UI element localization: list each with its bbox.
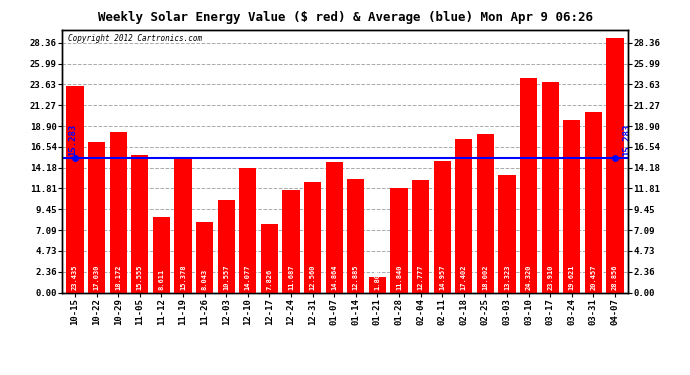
Text: Copyright 2012 Cartronics.com: Copyright 2012 Cartronics.com — [68, 34, 202, 43]
Text: 28.856: 28.856 — [612, 264, 618, 290]
Text: 12.777: 12.777 — [417, 264, 424, 290]
Bar — [282, 189, 299, 292]
Bar — [412, 180, 429, 292]
Bar — [584, 112, 602, 292]
Text: 11.687: 11.687 — [288, 264, 294, 290]
Text: 24.320: 24.320 — [526, 264, 531, 290]
Text: 18.002: 18.002 — [482, 264, 489, 290]
Bar — [239, 168, 257, 292]
Text: 8.611: 8.611 — [159, 268, 164, 290]
Bar — [110, 132, 127, 292]
Bar — [217, 200, 235, 292]
Bar — [391, 188, 408, 292]
Bar — [368, 277, 386, 292]
Bar — [563, 120, 580, 292]
Text: 8.043: 8.043 — [201, 268, 208, 290]
Text: 12.560: 12.560 — [310, 264, 315, 290]
Bar — [542, 82, 559, 292]
Text: 20.457: 20.457 — [591, 264, 596, 290]
Bar — [304, 182, 322, 292]
Text: 14.864: 14.864 — [331, 264, 337, 290]
Text: 18.172: 18.172 — [115, 264, 121, 290]
Bar — [88, 142, 106, 292]
Bar — [152, 217, 170, 292]
Text: 13.323: 13.323 — [504, 264, 510, 290]
Text: 23.910: 23.910 — [547, 264, 553, 290]
Text: 14.957: 14.957 — [439, 264, 445, 290]
Bar — [433, 161, 451, 292]
Text: 12.885: 12.885 — [353, 264, 359, 290]
Text: 1.802: 1.802 — [375, 268, 380, 290]
Text: 23.435: 23.435 — [72, 264, 78, 290]
Bar — [455, 139, 473, 292]
Bar — [175, 157, 192, 292]
Text: 11.840: 11.840 — [396, 264, 402, 290]
Text: 15.283: 15.283 — [68, 124, 77, 156]
Bar — [607, 38, 624, 292]
Text: 14.077: 14.077 — [245, 264, 251, 290]
Bar — [196, 222, 213, 292]
Text: 19.621: 19.621 — [569, 264, 575, 290]
Bar — [261, 224, 278, 292]
Bar — [498, 175, 515, 292]
Text: 15.378: 15.378 — [180, 264, 186, 290]
Text: 15.555: 15.555 — [137, 264, 143, 290]
Text: 17.030: 17.030 — [94, 264, 99, 290]
Text: 17.402: 17.402 — [461, 264, 466, 290]
Text: 10.557: 10.557 — [224, 264, 229, 290]
Bar — [347, 179, 364, 292]
Text: Weekly Solar Energy Value ($ red) & Average (blue) Mon Apr 9 06:26: Weekly Solar Energy Value ($ red) & Aver… — [97, 11, 593, 24]
Text: 7.826: 7.826 — [266, 268, 273, 290]
Bar — [477, 134, 494, 292]
Bar — [66, 86, 83, 292]
Text: 15.283: 15.283 — [622, 124, 631, 156]
Bar — [131, 156, 148, 292]
Bar — [326, 162, 343, 292]
Bar — [520, 78, 538, 292]
